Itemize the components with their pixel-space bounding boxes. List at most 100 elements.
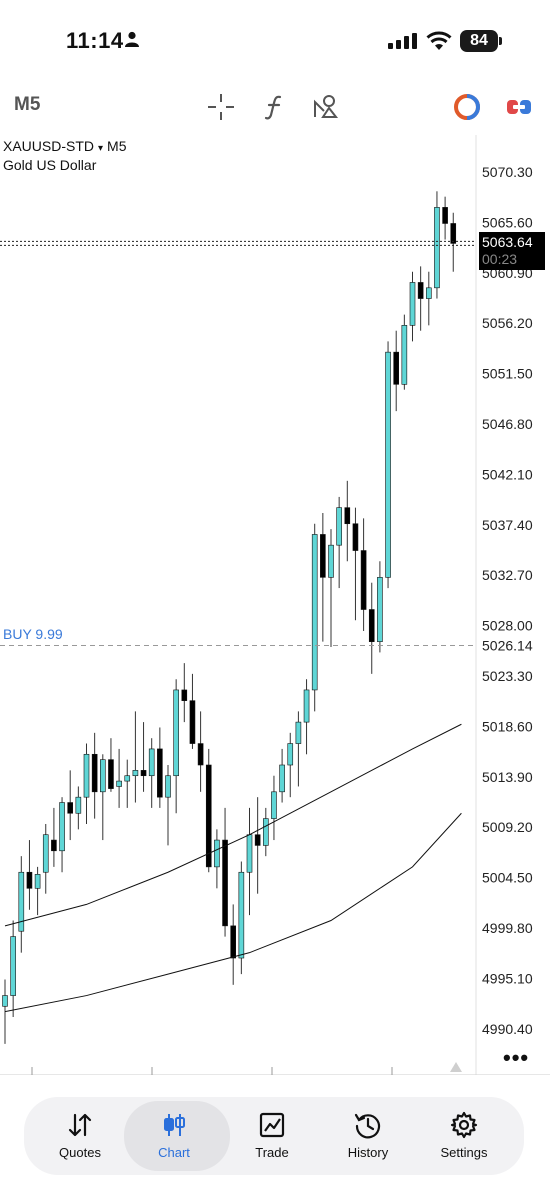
candle-bull <box>2 995 8 1007</box>
candle-bear <box>344 507 351 525</box>
status-bar: 11:14 84 <box>0 0 550 80</box>
price-tick-label: 4995.10 <box>482 970 533 986</box>
person-icon <box>125 31 139 47</box>
moving-average-line <box>4 812 462 1013</box>
candle-bear <box>320 534 326 578</box>
candle-bull <box>42 834 49 873</box>
price-tick-label: 5046.80 <box>482 416 533 432</box>
candle-bear <box>442 207 448 224</box>
gear-icon <box>450 1111 478 1139</box>
candle-bull <box>238 871 245 959</box>
candle-bull <box>287 743 294 766</box>
price-tick-label: 5037.40 <box>482 517 533 533</box>
price-tick-label: 5051.50 <box>482 366 533 382</box>
active-tab-pill <box>124 1101 230 1171</box>
candle-bull <box>18 871 25 932</box>
candle-bear <box>67 802 73 814</box>
price-tick-label: 5042.10 <box>482 466 533 482</box>
candle-bear <box>189 700 196 744</box>
price-tick-label: 5004.50 <box>482 870 533 886</box>
candle-bull <box>83 753 90 798</box>
candle-bear <box>51 839 57 852</box>
timeframe-button[interactable]: M5 <box>14 94 41 115</box>
quotes-arrows-icon <box>68 1113 92 1137</box>
nav-quotes[interactable]: Quotes <box>30 1097 130 1175</box>
price-tick-label: 5018.60 <box>482 718 533 734</box>
battery-nub <box>499 37 502 45</box>
candle-bear <box>254 834 261 846</box>
candle-bull <box>124 775 131 782</box>
candlestick-chart[interactable]: 5070.305065.605060.905056.205051.505046.… <box>0 135 550 1075</box>
status-time: 11:14 <box>66 28 124 53</box>
price-tick-label: 4999.80 <box>482 920 533 936</box>
candle-bear <box>181 689 188 701</box>
price-tick-label: 5032.70 <box>482 567 533 583</box>
drawing-tools-icon[interactable] <box>312 92 342 122</box>
price-tick-label: 5070.30 <box>482 164 533 180</box>
candle-bull <box>165 775 171 798</box>
nav-label: Quotes <box>59 1145 101 1160</box>
candle-bear <box>230 925 236 959</box>
candle-bear <box>197 743 204 766</box>
nav-label: Chart <box>158 1145 190 1160</box>
candle-bull <box>34 874 41 889</box>
symbol-timeframe: M5 <box>107 138 127 154</box>
scroll-end-marker <box>450 1062 462 1072</box>
current-price-box: 5063.64 00:23 <box>479 232 545 270</box>
price-tick-label: 5023.30 <box>482 668 533 684</box>
symbol-name: XAUUSD-STD <box>3 138 95 154</box>
price-tick-label: 5065.60 <box>482 214 533 230</box>
one-click-trade-icon[interactable] <box>504 92 534 122</box>
wifi-icon <box>426 31 452 50</box>
nav-trade[interactable]: Trade <box>222 1097 322 1175</box>
price-tick-label: 5028.00 <box>482 618 533 634</box>
history-clock-icon <box>354 1113 381 1139</box>
chart-candles-icon <box>164 1114 185 1136</box>
chart-area[interactable]: 5070.30 5065.60 5060.90 5056.20 5051.50 5046.… <box>0 135 550 1075</box>
candle-bull <box>214 839 220 868</box>
candle-bear <box>26 871 33 889</box>
candle-bull <box>262 818 269 846</box>
bottom-nav: Quotes Chart Trade History Settings <box>24 1097 524 1175</box>
signal-icon <box>388 33 417 49</box>
nav-history[interactable]: History <box>318 1097 418 1175</box>
symbol-header: XAUUSD-STD ▾ M5 <box>3 138 127 154</box>
nav-label: Trade <box>255 1145 289 1160</box>
nav-label: Settings <box>440 1145 488 1160</box>
candle-bull <box>311 534 318 691</box>
trade-line-icon <box>259 1112 285 1138</box>
candle-bull <box>385 351 391 578</box>
price-tick-label: 5009.20 <box>482 819 533 835</box>
candle-bull <box>75 796 82 814</box>
candle-bear <box>205 764 212 868</box>
symbol-description: Gold US Dollar <box>3 157 97 173</box>
price-tick-label: 4990.40 <box>482 1021 533 1037</box>
dropdown-arrow-icon: ▾ <box>98 143 104 154</box>
crosshair-icon[interactable] <box>206 92 236 122</box>
candle-bear <box>352 523 359 551</box>
nav-label: History <box>347 1145 389 1160</box>
more-options-icon[interactable]: ••• <box>503 1045 530 1070</box>
candle-bull <box>377 577 383 642</box>
function-icon[interactable] <box>260 92 290 122</box>
candle-bull <box>132 770 139 777</box>
candle-bull <box>173 689 179 777</box>
moving-average-line <box>4 723 462 927</box>
order-price-label: 5026.14 <box>482 638 533 654</box>
candle-bull <box>336 507 342 546</box>
current-price: 5063.64 <box>482 234 533 250</box>
bar-countdown: 00:23 <box>482 251 518 267</box>
account-circle-icon[interactable] <box>452 92 482 122</box>
buy-order-label[interactable]: BUY 9.99 <box>3 626 63 642</box>
candle-bear <box>368 609 375 642</box>
candle-bear <box>360 550 367 610</box>
candle-bull <box>425 287 432 299</box>
nav-settings[interactable]: Settings <box>414 1097 514 1175</box>
candle-bull <box>148 748 155 777</box>
battery-icon: 84 <box>460 30 498 52</box>
candle-bear <box>91 753 98 793</box>
candle-bear <box>393 351 400 385</box>
candle-bull <box>279 764 285 793</box>
candle-bull <box>100 759 106 793</box>
nav-chart[interactable]: Chart <box>124 1097 230 1175</box>
